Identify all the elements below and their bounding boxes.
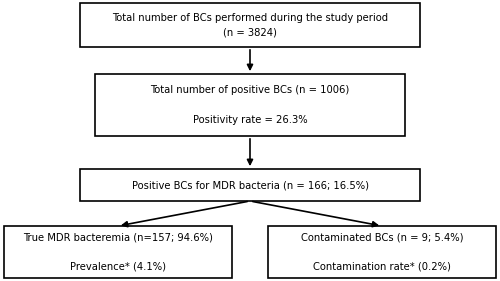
Text: Positive BCs for MDR bacteria (n = 166; 16.5%): Positive BCs for MDR bacteria (n = 166; … [132,180,368,190]
Bar [268,226,496,278]
Text: Total number of BCs performed during the study period
(n = 3824): Total number of BCs performed during the… [112,13,388,37]
Bar [95,74,405,136]
Text: Total number of positive BCs (n = 1006)

Positivity rate = 26.3%: Total number of positive BCs (n = 1006) … [150,85,350,125]
Bar [80,3,420,47]
Bar [80,169,420,201]
Text: True MDR bacteremia (n=157; 94.6%)

Prevalence* (4.1%): True MDR bacteremia (n=157; 94.6%) Preva… [23,232,213,272]
Bar [4,226,232,278]
Text: Contaminated BCs (n = 9; 5.4%)

Contamination rate* (0.2%): Contaminated BCs (n = 9; 5.4%) Contamina… [301,232,463,272]
